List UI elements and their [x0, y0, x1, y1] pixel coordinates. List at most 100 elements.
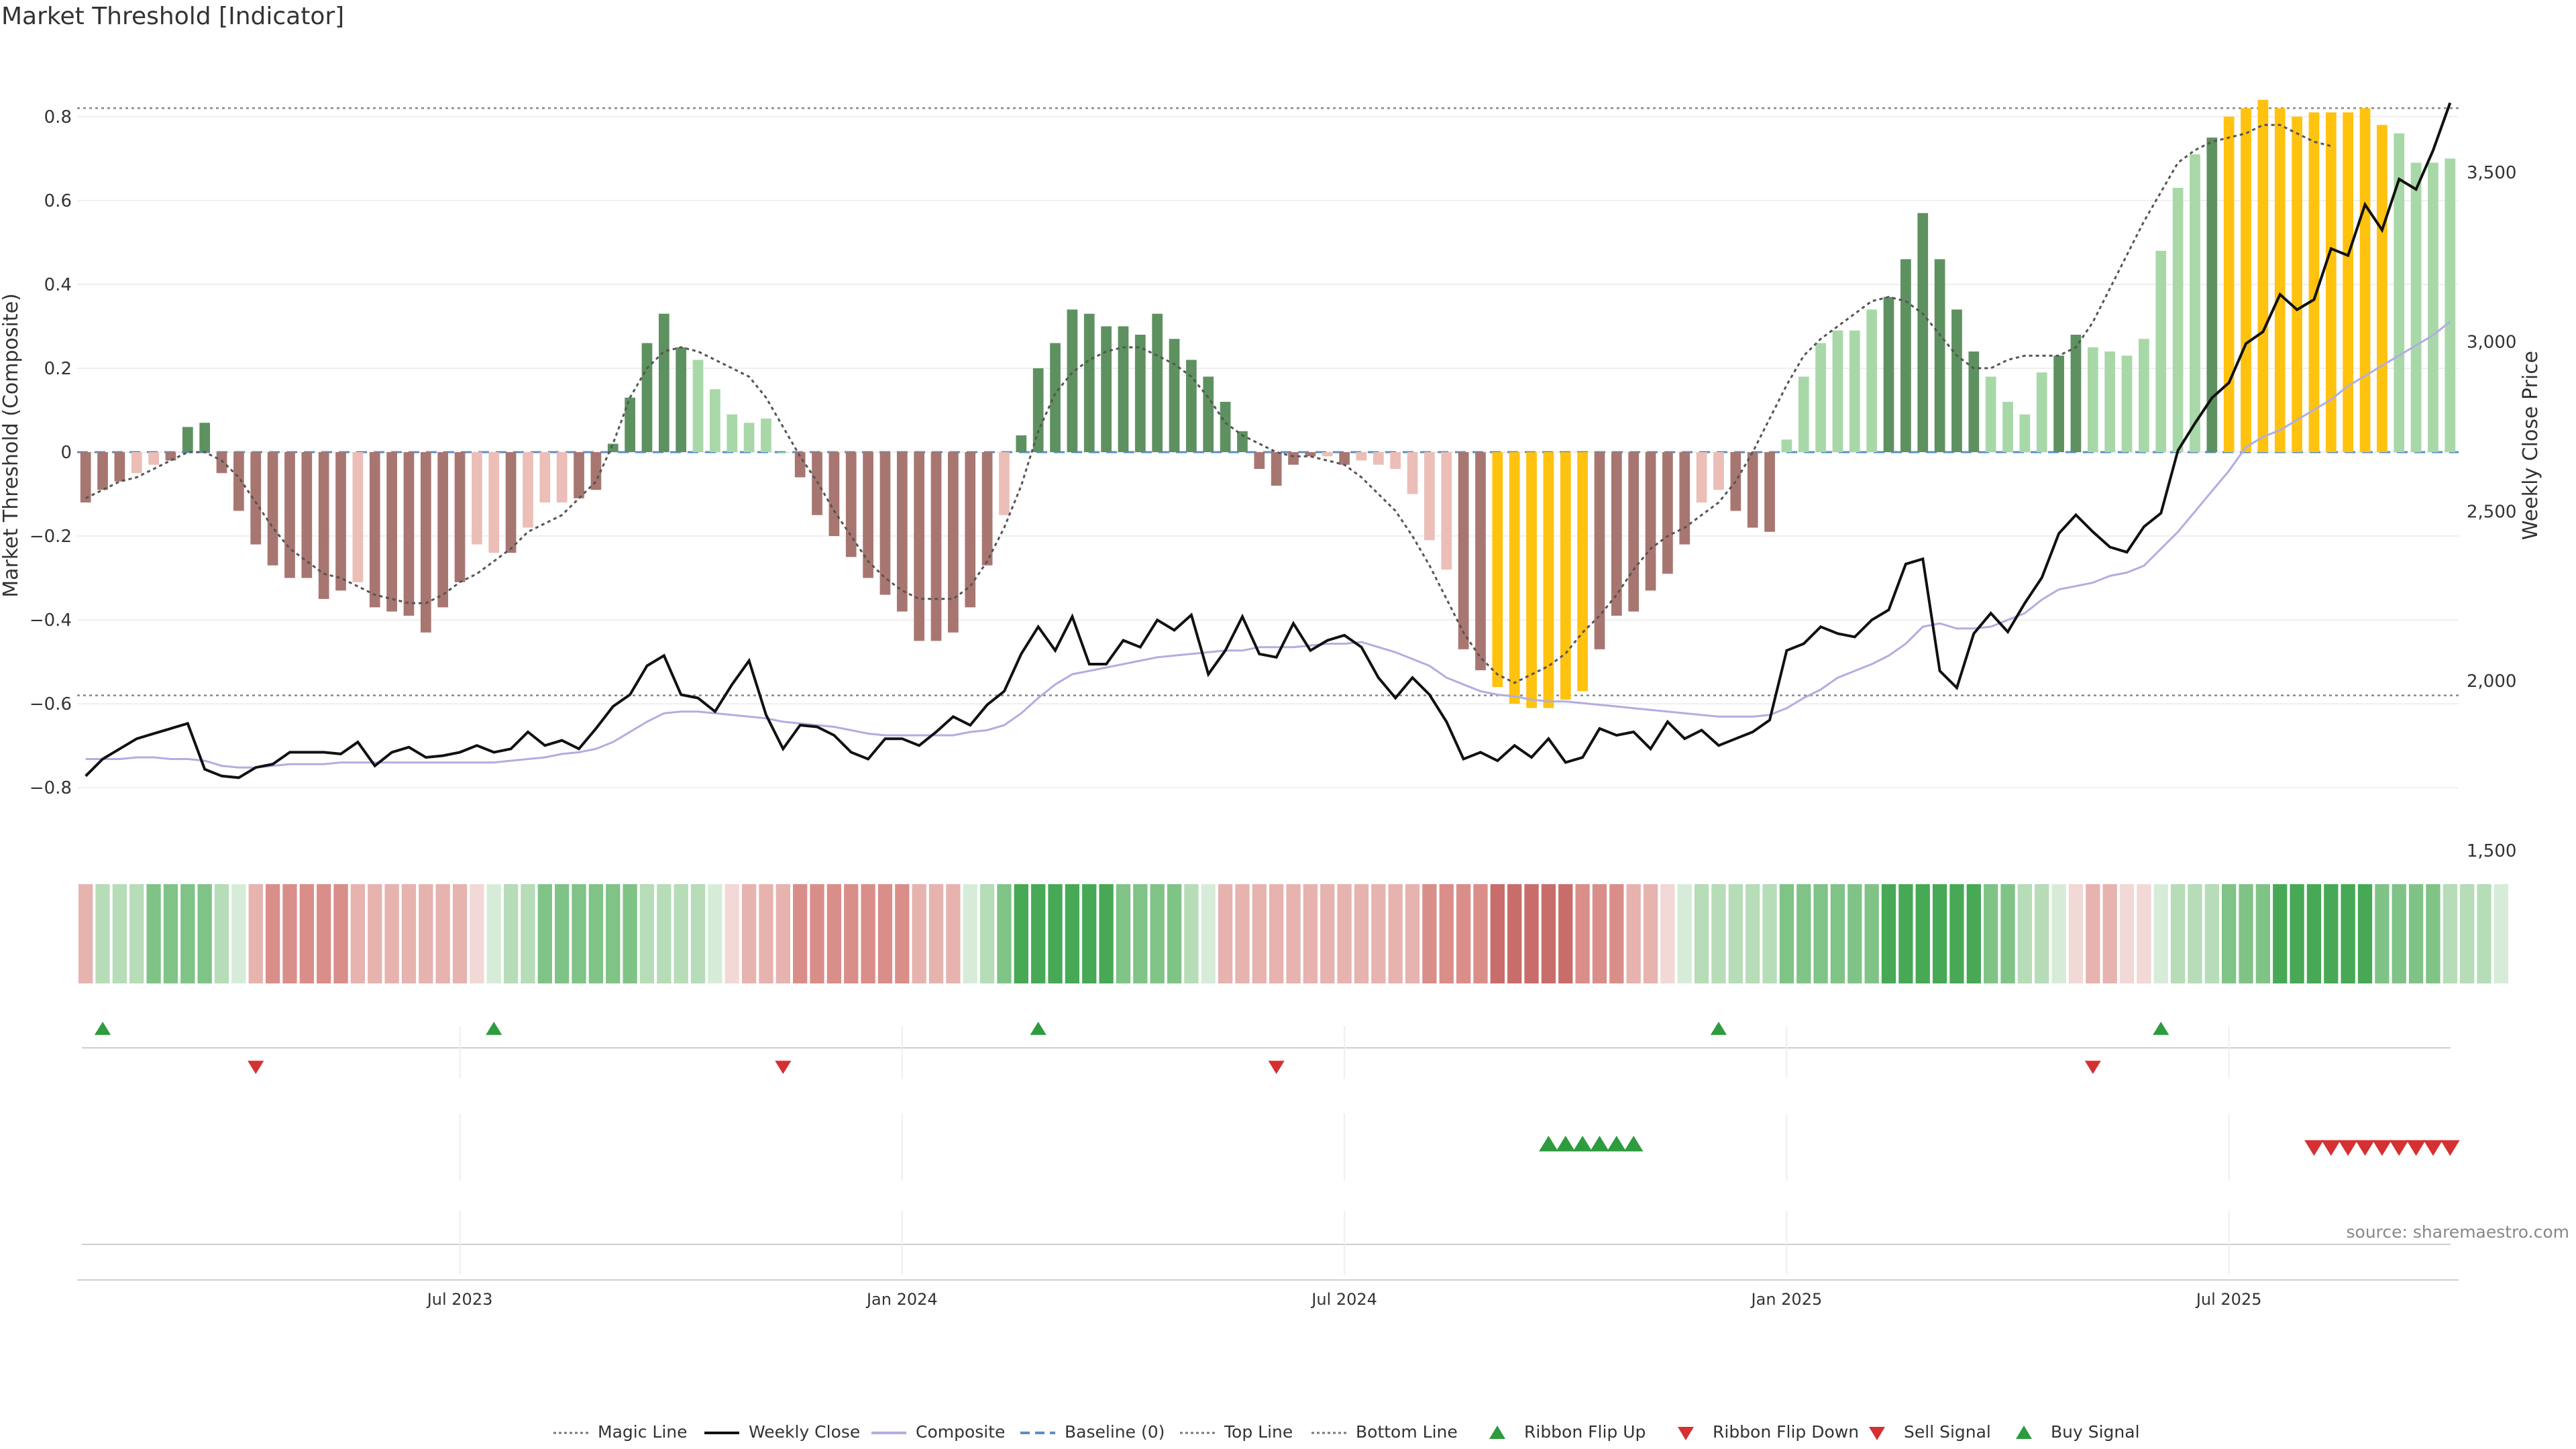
right-tick-label: 2,500 — [2467, 502, 2516, 522]
composite-bar — [2070, 334, 2082, 452]
ribbon-cell — [2357, 884, 2373, 983]
ribbon-cell — [1626, 884, 1641, 983]
composite-bar — [1390, 452, 1401, 470]
composite-bar — [1849, 330, 1860, 452]
legend-label: Weekly Close — [749, 1422, 861, 1442]
left-tick-label: 0.2 — [44, 359, 72, 379]
x-tick-label: Jan 2025 — [1750, 1290, 1823, 1309]
ribbon-cell — [2068, 884, 2084, 983]
buy-signal-marker — [1623, 1136, 1644, 1152]
ribbon-cell — [1830, 884, 1845, 983]
composite-bar — [2257, 99, 2269, 453]
ribbon-cell — [2290, 884, 2304, 983]
composite-bar — [1883, 297, 1894, 452]
ribbon-cell — [419, 884, 433, 983]
reference-lines — [77, 107, 2459, 696]
ribbon-cell — [1303, 884, 1318, 983]
ribbon-cell — [1150, 884, 1165, 983]
composite-bar — [1050, 343, 1061, 452]
composite-bar — [2121, 356, 2133, 452]
composite-bar — [2325, 112, 2337, 452]
ribbon-cell — [690, 884, 706, 983]
ribbon-cell — [895, 884, 910, 983]
ribbon-cell — [1575, 884, 1590, 983]
ribbon-cell — [759, 884, 773, 983]
composite-bar — [1441, 452, 1452, 570]
dotted-line-icon — [1310, 1424, 1348, 1442]
composite-bar — [352, 452, 364, 582]
ribbon-cell — [1796, 884, 1811, 983]
composite-bar — [1134, 334, 1146, 452]
composite-bar — [1645, 452, 1656, 591]
composite-bar — [2377, 125, 2387, 452]
ribbon-cell — [639, 884, 655, 983]
legend-item: Top Line — [1179, 1422, 1293, 1442]
ribbon-cell — [2035, 884, 2049, 983]
composite-line — [85, 321, 2451, 769]
ribbon-cell — [1184, 884, 1199, 983]
ribbon-cell — [2273, 884, 2288, 983]
magic-line — [85, 123, 2332, 684]
composite-bar — [97, 452, 108, 490]
composite-bar — [199, 423, 211, 452]
composite-bar — [948, 452, 959, 633]
ribbon-cell — [2051, 884, 2066, 983]
ribbon-cell — [2477, 884, 2491, 983]
composite-bar — [1628, 452, 1640, 612]
composite-bar — [216, 452, 227, 474]
ribbon-flip-down-marker — [775, 1061, 792, 1074]
lavender-line-icon — [870, 1424, 908, 1442]
ribbon-cell — [1507, 884, 1522, 983]
buy-signal-marker — [1539, 1136, 1558, 1152]
composite-bar — [2223, 116, 2235, 452]
legend-label: Composite — [916, 1422, 1006, 1442]
composite-bar — [1934, 259, 1945, 452]
composite-bar — [1577, 452, 1588, 692]
sell-signal-marker — [2372, 1140, 2392, 1156]
ribbon-cell — [1201, 884, 1216, 983]
buy-signal-marker — [1572, 1136, 1593, 1152]
composite-bar — [1594, 452, 1605, 649]
ribbon-cell — [2153, 884, 2168, 983]
ribbon-cell — [1592, 884, 1607, 983]
ribbon-flip-panel — [82, 1022, 2451, 1079]
ribbon-flip-up-marker — [486, 1022, 502, 1035]
legend-label: Magic Line — [598, 1422, 688, 1442]
legend-item: Buy Signal — [2005, 1422, 2140, 1442]
composite-bar — [2206, 138, 2218, 453]
x-axis: Jul 2023 Jan 2024 Jul 2024 Jan 2025 Jul 2025 — [77, 1211, 2459, 1309]
composite-bar — [1900, 259, 1911, 452]
composite-bar — [1832, 330, 1843, 452]
composite-bar — [1067, 309, 1078, 452]
ribbon-cell — [2392, 884, 2406, 983]
legend-label: Top Line — [1224, 1422, 1293, 1442]
ribbon-cell — [2137, 884, 2151, 983]
composite-bar — [114, 452, 125, 482]
ribbon-cell — [588, 884, 604, 983]
composite-bar — [1815, 343, 1826, 452]
left-tick-label: −0.4 — [30, 610, 72, 631]
composite-bar — [454, 452, 466, 582]
composite-bar — [999, 452, 1010, 515]
sell-signal-marker — [2355, 1140, 2375, 1156]
ribbon-cell — [146, 884, 161, 983]
composite-bar — [930, 452, 942, 641]
composite-bar — [1101, 326, 1112, 452]
composite-bar — [1866, 309, 1878, 452]
left-tick-label: 0.4 — [44, 275, 72, 295]
composite-bar — [148, 452, 159, 465]
ribbon-cell — [1269, 884, 1284, 983]
ribbon-cell — [282, 884, 297, 983]
ribbon-cell — [572, 884, 586, 983]
left-tick-label: −0.6 — [30, 694, 72, 714]
composite-bar — [812, 452, 822, 515]
composite-bar — [539, 452, 551, 503]
composite-bar — [420, 452, 431, 633]
left-tick-label: 0.8 — [44, 107, 72, 127]
x-tick-label: Jan 2024 — [865, 1290, 938, 1309]
y-axis-label-left: Market Threshold (Composite) — [0, 293, 23, 598]
ribbon-cell — [810, 884, 824, 983]
sell-signal-marker — [2304, 1140, 2324, 1156]
sell-signal-marker — [2440, 1140, 2460, 1156]
ribbon-cell — [1915, 884, 1930, 983]
